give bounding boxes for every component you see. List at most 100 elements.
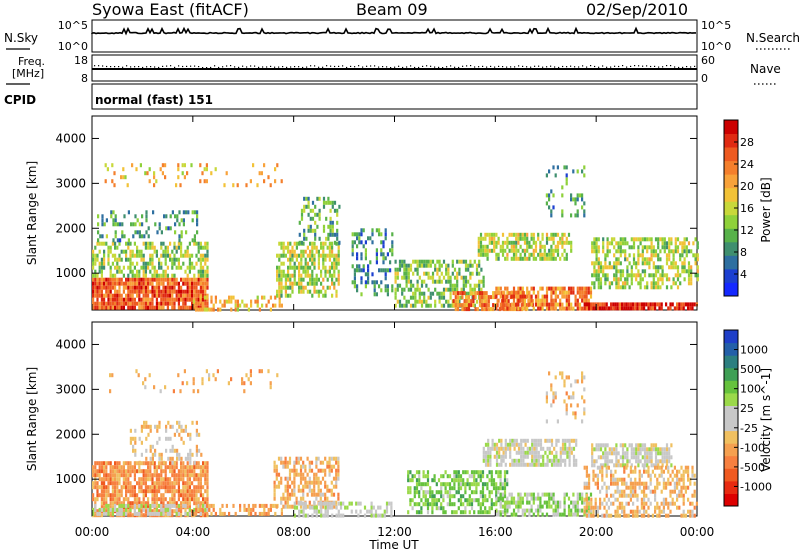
data-cell: [385, 501, 389, 506]
data-cell: [138, 281, 141, 286]
data-cell: [171, 456, 174, 461]
data-cell: [147, 477, 150, 482]
data-cell: [556, 248, 560, 253]
nave-dot: [482, 65, 484, 67]
data-cell: [510, 512, 513, 517]
data-cell: [396, 287, 399, 292]
data-cell: [615, 455, 618, 460]
data-cell: [127, 277, 130, 282]
data-cell: [98, 289, 101, 294]
data-cell: [324, 269, 327, 274]
data-cell: [461, 295, 464, 300]
data-cell: [630, 269, 633, 274]
data-cell: [621, 237, 625, 242]
data-cell: [552, 248, 555, 253]
data-cell: [637, 253, 640, 258]
data-cell: [114, 253, 117, 258]
data-cell: [517, 492, 520, 497]
data-cell: [195, 501, 198, 506]
data-cell: [171, 277, 174, 282]
data-cell: [269, 183, 272, 188]
data-cell: [537, 232, 540, 237]
data-cell: [665, 241, 669, 246]
data-cell: [434, 263, 437, 268]
data-cell: [418, 482, 421, 487]
data-cell: [526, 454, 529, 459]
data-cell: [173, 448, 176, 453]
data-cell: [364, 256, 367, 261]
data-cell: [553, 454, 556, 459]
data-cell: [648, 237, 651, 242]
data-cell: [197, 485, 200, 490]
data-cell: [331, 220, 334, 225]
data-cell: [337, 277, 340, 282]
data-cell: [554, 508, 557, 513]
data-cell: [478, 291, 482, 296]
data-cell: [169, 503, 172, 508]
data-cell: [273, 496, 276, 501]
data-cell: [140, 489, 143, 494]
data-cell: [528, 492, 531, 497]
data-cell: [648, 245, 651, 250]
data-cell: [452, 303, 455, 308]
data-cell: [107, 249, 110, 254]
nave-dot: [370, 65, 372, 67]
data-cell: [531, 299, 534, 304]
data-cell: [568, 462, 571, 467]
data-cell: [661, 281, 664, 286]
data-cell: [479, 502, 482, 507]
data-cell: [670, 455, 673, 460]
data-cell: [564, 442, 567, 447]
data-cell: [94, 513, 97, 518]
data-cell: [477, 248, 480, 253]
data-cell: [302, 476, 305, 481]
data-cell: [446, 490, 449, 495]
data-cell: [273, 460, 276, 465]
data-cell: [470, 299, 473, 304]
data-cell: [212, 303, 215, 308]
nave-dot: [286, 66, 288, 68]
data-cell: [129, 436, 132, 441]
data-cell: [537, 508, 540, 513]
data-cell: [471, 263, 474, 268]
data-cell: [274, 511, 277, 516]
data-cell: [153, 465, 156, 470]
data-cell: [590, 306, 593, 311]
data-cell: [412, 271, 415, 276]
data-cell: [438, 275, 441, 280]
data-cell: [138, 285, 141, 290]
data-cell: [552, 193, 555, 198]
data-cell: [111, 477, 114, 482]
data-cell: [414, 287, 417, 292]
data-cell: [133, 493, 136, 498]
data-cell: [539, 248, 542, 253]
data-cell: [691, 306, 694, 311]
data-cell: [539, 496, 542, 501]
data-cell: [375, 292, 378, 297]
data-cell: [149, 444, 152, 449]
data-cell: [298, 269, 301, 274]
data-cell: [153, 171, 156, 176]
data-cell: [142, 277, 145, 282]
data-cell: [612, 302, 615, 307]
data-cell: [337, 472, 340, 477]
data-cell: [624, 249, 627, 254]
data-cell: [161, 171, 164, 176]
data-cell: [606, 237, 609, 242]
nave-dot: [642, 65, 644, 67]
data-cell: [299, 504, 303, 509]
data-cell: [472, 299, 475, 304]
data-cell: [545, 395, 548, 400]
data-cell: [628, 261, 631, 266]
data-cell: [295, 245, 298, 250]
data-cell: [572, 391, 575, 396]
data-cell: [156, 424, 159, 429]
data-cell: [464, 486, 467, 491]
data-cell: [581, 496, 584, 501]
data-cell: [144, 273, 147, 278]
data-cell: [202, 473, 205, 478]
data-cell: [140, 301, 143, 306]
data-cell: [191, 218, 194, 223]
data-cell: [158, 452, 161, 457]
data-cell: [328, 285, 331, 290]
